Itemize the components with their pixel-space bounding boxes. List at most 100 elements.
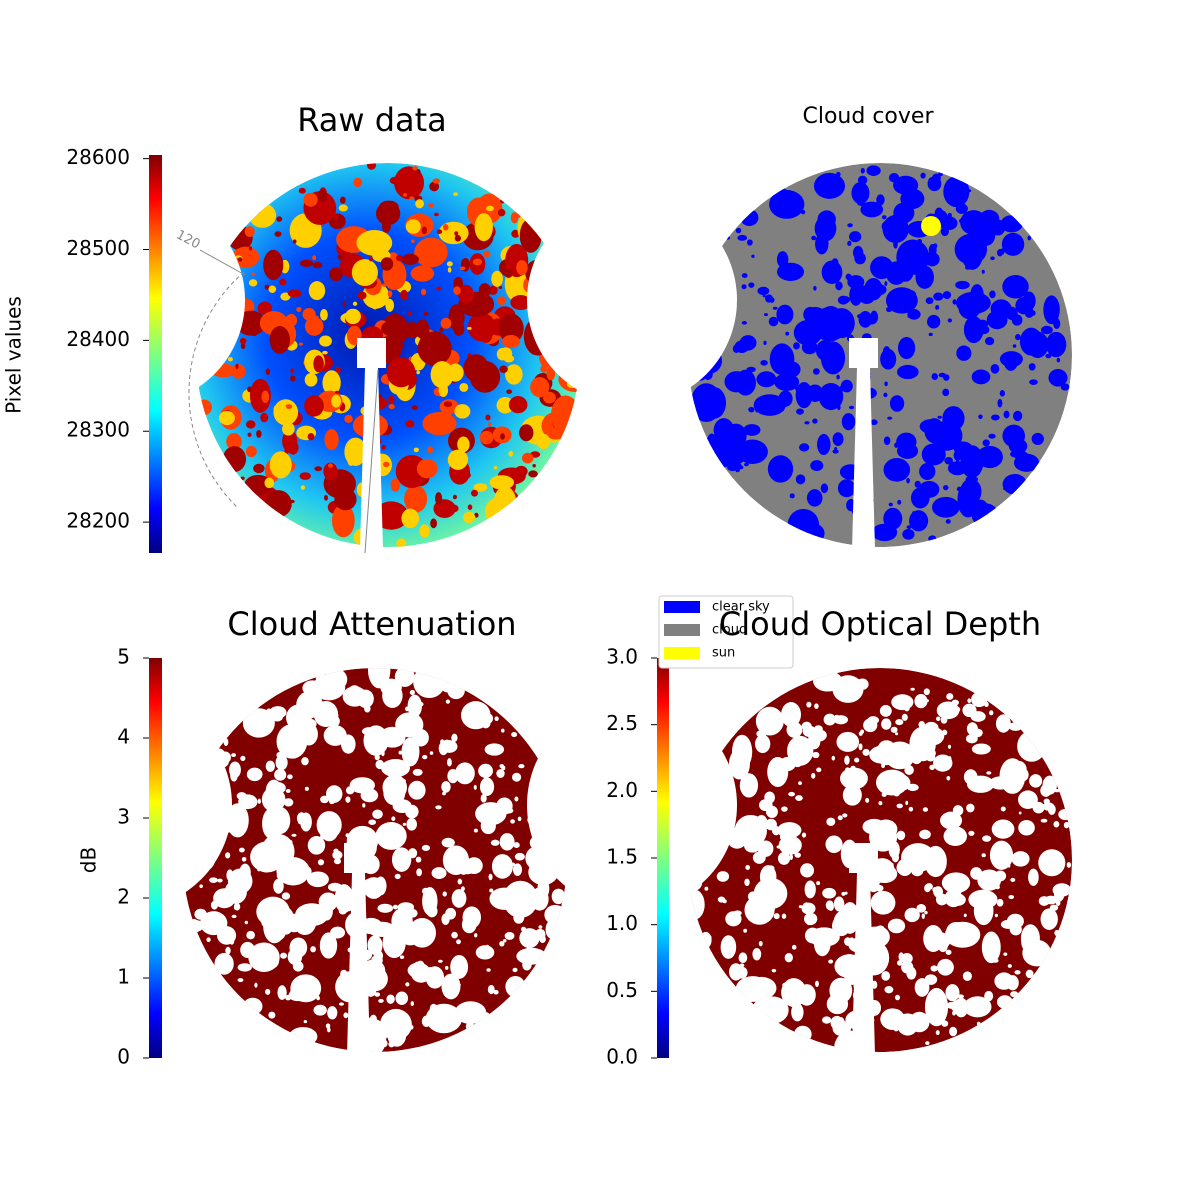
image-patch <box>513 842 520 849</box>
image-patch <box>870 890 896 915</box>
image-patch <box>514 852 525 861</box>
image-patch <box>933 292 944 301</box>
image-patch <box>837 815 843 821</box>
image-patch <box>411 405 418 410</box>
image-patch <box>317 190 328 202</box>
image-patch <box>394 166 425 200</box>
image-patch <box>319 932 338 959</box>
image-patch <box>736 439 768 464</box>
image-patch <box>1018 790 1038 810</box>
image-patch <box>473 828 478 833</box>
image-patch <box>225 946 231 955</box>
image-patch <box>422 887 438 916</box>
image-patch <box>771 770 778 779</box>
image-patch <box>933 754 953 772</box>
legend-label: sun <box>712 646 735 661</box>
image-patch <box>485 435 490 442</box>
image-patch <box>820 341 846 375</box>
image-patch <box>741 321 747 325</box>
image-patch <box>856 285 872 297</box>
image-patch <box>269 326 291 354</box>
legend-swatch <box>664 624 700 636</box>
image-patch <box>729 963 743 981</box>
image-patch <box>942 291 952 300</box>
angle-guide <box>188 271 245 509</box>
image-patch <box>499 764 505 769</box>
image-patch <box>1002 424 1026 448</box>
image-patch <box>414 237 448 268</box>
image-patch <box>755 706 784 736</box>
image-patch <box>474 933 478 938</box>
image-patch <box>213 888 236 909</box>
image-patch <box>231 914 237 919</box>
image-patch <box>965 265 971 270</box>
image-body <box>196 163 580 547</box>
image-patch <box>1002 474 1028 495</box>
image-patch <box>288 1027 318 1046</box>
image-patch <box>815 233 829 255</box>
image-patch <box>338 1002 344 1006</box>
image-patch <box>904 907 920 923</box>
image-patch <box>1058 808 1072 821</box>
image-patch <box>248 279 258 287</box>
image-patch <box>932 496 960 518</box>
image-patch <box>442 791 446 796</box>
image-patch <box>292 960 304 972</box>
image-patch <box>467 504 473 510</box>
image-patch <box>999 390 1005 397</box>
image-patch <box>954 233 988 265</box>
image-patch <box>740 209 759 227</box>
image-patch <box>991 414 1000 421</box>
image-patch <box>854 252 866 265</box>
image-patch <box>938 372 946 378</box>
image-patch <box>752 851 766 864</box>
image-patch <box>442 891 447 897</box>
image-patch <box>400 289 409 301</box>
image-patch <box>871 523 898 542</box>
colorbar-tick-label: 1 <box>117 965 130 989</box>
image-patch <box>502 880 538 918</box>
image-patch <box>312 262 323 269</box>
image-patch <box>845 273 852 281</box>
image-patch <box>237 963 252 972</box>
image-patch <box>488 422 492 427</box>
image-patch <box>503 354 515 363</box>
image-patch <box>528 470 538 478</box>
image-patch <box>1031 432 1044 446</box>
sun-marker <box>921 216 941 236</box>
image-patch <box>406 817 417 831</box>
image-patch <box>499 833 515 851</box>
image-patch <box>930 965 938 972</box>
image-patch <box>763 313 769 317</box>
colorbar-tick-label: 28600 <box>66 145 130 169</box>
image-patch <box>282 422 295 436</box>
image-patch <box>322 350 328 355</box>
image-patch <box>806 489 823 507</box>
image-patch <box>265 760 275 772</box>
image-patch <box>1038 849 1066 877</box>
image-patch <box>497 208 506 217</box>
image-patch <box>428 202 434 208</box>
image-patch <box>381 321 397 336</box>
image-patch <box>922 807 929 812</box>
image-patch <box>876 194 885 206</box>
mask-block <box>357 338 386 368</box>
image-patch <box>521 452 534 464</box>
image-patch <box>856 678 869 690</box>
image-patch <box>463 354 489 382</box>
image-patch <box>447 768 459 784</box>
image-patch <box>532 464 536 468</box>
image-patch <box>349 777 375 794</box>
image-patch <box>743 928 748 933</box>
image-patch <box>268 285 277 294</box>
image-patch <box>247 386 252 393</box>
image-patch <box>816 881 821 886</box>
image-patch <box>430 518 437 529</box>
image-patch <box>763 340 767 346</box>
image-patch <box>473 483 488 492</box>
image-patch <box>794 852 801 858</box>
image-patch <box>912 312 920 318</box>
image-patch <box>1019 327 1043 356</box>
image-patch <box>863 718 878 733</box>
image-patch <box>256 896 290 927</box>
